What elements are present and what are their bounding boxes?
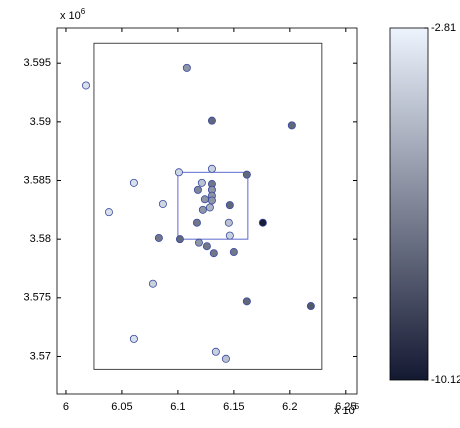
point (202, 242, 211, 251)
point (158, 199, 167, 208)
colorbar (389, 27, 429, 381)
y-multiplier: x 106 (60, 7, 86, 22)
x-multiplier-base: x 10 (334, 405, 355, 417)
point (104, 208, 113, 217)
point (154, 233, 163, 242)
y-tick-label: 3.595 (23, 57, 51, 69)
point (209, 249, 218, 258)
x-tick-label: 6 (63, 401, 69, 413)
x-tick-label: 6.25 (335, 401, 356, 413)
point (129, 178, 138, 187)
point (198, 205, 207, 214)
x-tick-label: 6.1 (170, 401, 185, 413)
point (193, 185, 202, 194)
point (129, 334, 138, 343)
y-multiplier-exponent: 6 (81, 7, 86, 16)
point (287, 121, 296, 130)
x-multiplier: x 105 (334, 402, 360, 417)
y-multiplier-base: x 10 (60, 10, 81, 22)
y-tick-label: 3.585 (23, 174, 51, 186)
region-box (93, 42, 323, 370)
x-tick-label: 6.15 (223, 401, 244, 413)
point (174, 168, 183, 177)
point (242, 297, 251, 306)
colorbar-tick-label: -2.81 (431, 22, 456, 34)
point (194, 238, 203, 247)
x-tick-label: 6.05 (111, 401, 132, 413)
point (197, 178, 206, 187)
point (192, 218, 201, 227)
point (258, 218, 267, 227)
point (207, 196, 216, 205)
plot-area (56, 27, 358, 395)
y-tick-label: 3.58 (30, 233, 51, 245)
point (205, 203, 214, 212)
x-tick-label: 6.2 (282, 401, 297, 413)
point (207, 164, 216, 173)
colorbar-tick-label: -10.12 (431, 374, 460, 386)
point (224, 218, 233, 227)
y-tick-label: 3.59 (30, 116, 51, 128)
point (221, 354, 230, 363)
point (306, 302, 315, 311)
point (81, 81, 90, 90)
point (225, 231, 234, 240)
point (200, 195, 209, 204)
point (207, 116, 216, 125)
point (242, 170, 251, 179)
point (229, 248, 238, 257)
point (182, 63, 191, 72)
y-tick-label: 3.575 (23, 292, 51, 304)
x-multiplier-exponent: 5 (355, 402, 360, 411)
point (211, 347, 220, 356)
point (175, 235, 184, 244)
point (225, 201, 234, 210)
point (148, 279, 157, 288)
y-tick-label: 3.57 (30, 350, 51, 362)
